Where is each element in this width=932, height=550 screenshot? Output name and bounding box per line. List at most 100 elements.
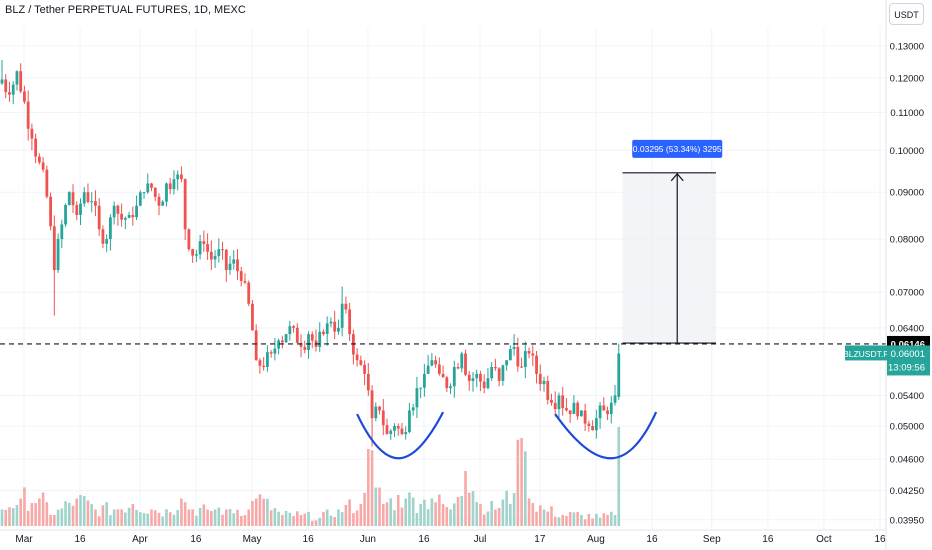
volume-bar — [486, 511, 490, 526]
currency-selector-button[interactable]: USDT — [889, 3, 924, 25]
volume-bar — [598, 517, 602, 526]
candle-body — [366, 373, 370, 391]
volume-bar — [475, 501, 479, 526]
volume-bar — [23, 487, 26, 526]
candle-body — [467, 374, 471, 381]
volume-bar — [531, 503, 535, 526]
candle-body — [494, 366, 497, 369]
candle-body — [228, 263, 232, 271]
volume-bar — [247, 509, 251, 526]
volume-bar — [38, 498, 41, 526]
volume-bar — [389, 498, 393, 526]
volume-bar — [142, 513, 146, 526]
candle-body — [49, 196, 52, 227]
candle-body — [157, 196, 161, 206]
candle-body — [142, 192, 146, 194]
candle-body — [422, 373, 426, 388]
volume-bar — [161, 516, 165, 526]
volume-bar — [441, 504, 445, 526]
volume-bar — [542, 509, 546, 526]
y-tick-label: 0.04250 — [890, 486, 924, 497]
candle-body — [542, 380, 546, 385]
volume-bar — [505, 490, 508, 526]
volume-bar — [348, 499, 351, 526]
volume-bar — [165, 509, 168, 526]
candle-body — [41, 162, 45, 170]
candle-body — [243, 280, 247, 283]
candle-body — [86, 192, 90, 202]
x-tick-label: 17 — [534, 534, 546, 545]
cup-curve-right — [554, 411, 658, 460]
volume-bar — [4, 509, 8, 526]
volume-bar — [363, 492, 366, 526]
volume-bar — [187, 509, 191, 526]
volume-bar — [385, 502, 389, 526]
candle-body — [594, 418, 598, 431]
volume-bar — [501, 499, 505, 526]
candle-body — [236, 259, 239, 272]
volume-bar — [408, 492, 411, 526]
volume-bar — [606, 514, 609, 526]
candle-body — [11, 84, 15, 95]
volume-bar — [524, 451, 527, 526]
candle-body — [609, 402, 613, 415]
volume-bar — [337, 509, 340, 526]
candle-body — [613, 395, 617, 403]
volume-bar — [168, 512, 172, 526]
x-tick-label: 16 — [190, 534, 202, 545]
candle-body — [135, 205, 138, 218]
candle-body — [67, 192, 71, 205]
candle-body — [452, 366, 456, 387]
volume-bar — [355, 510, 359, 526]
candle-body — [374, 406, 378, 419]
volume-bar — [172, 514, 176, 526]
x-tick-label: 16 — [646, 534, 658, 545]
volume-bar — [520, 438, 523, 526]
x-tick-label: 16 — [75, 534, 87, 545]
candle-body — [505, 360, 509, 366]
volume-bar — [221, 514, 224, 526]
volume-bar — [460, 495, 464, 526]
candle-body — [284, 334, 288, 343]
candle-body — [550, 399, 553, 403]
candle-body — [112, 205, 116, 218]
volume-bar — [482, 514, 486, 526]
candle-body — [79, 203, 82, 215]
candle-body — [269, 352, 273, 354]
volume-bar — [183, 502, 187, 526]
volume-bar — [359, 504, 363, 526]
candle-body — [75, 205, 79, 215]
candle-body — [385, 425, 389, 435]
volume-bar — [232, 513, 236, 526]
candle-body — [239, 271, 243, 281]
candle-body — [576, 402, 580, 417]
volume-bar — [30, 503, 34, 526]
x-tick-label: 16 — [303, 534, 315, 545]
candle-body — [437, 364, 441, 374]
measure-layer: 0.03295 (53.34%) 3295 — [622, 139, 723, 344]
candle-body — [393, 426, 396, 431]
volume-bar — [131, 504, 135, 526]
candle-body — [411, 407, 415, 411]
volume-bar — [11, 508, 15, 526]
candle-body — [415, 388, 419, 408]
candle-body — [404, 432, 408, 435]
candle-body — [224, 249, 228, 271]
candle-body — [579, 410, 583, 417]
volume-bar — [210, 510, 213, 526]
candle-body — [568, 410, 572, 414]
volume-bar — [288, 512, 292, 526]
candle-body — [434, 360, 438, 365]
candle-body — [520, 366, 523, 368]
candle-body — [617, 353, 621, 397]
candle-body — [26, 101, 30, 129]
measure-label: 0.03295 (53.34%) 3295 — [633, 144, 722, 154]
candle-body — [389, 430, 393, 435]
candle-body — [23, 91, 26, 102]
volume-bar — [49, 514, 52, 526]
volume-bar — [400, 507, 404, 526]
volume-bar — [572, 512, 576, 526]
